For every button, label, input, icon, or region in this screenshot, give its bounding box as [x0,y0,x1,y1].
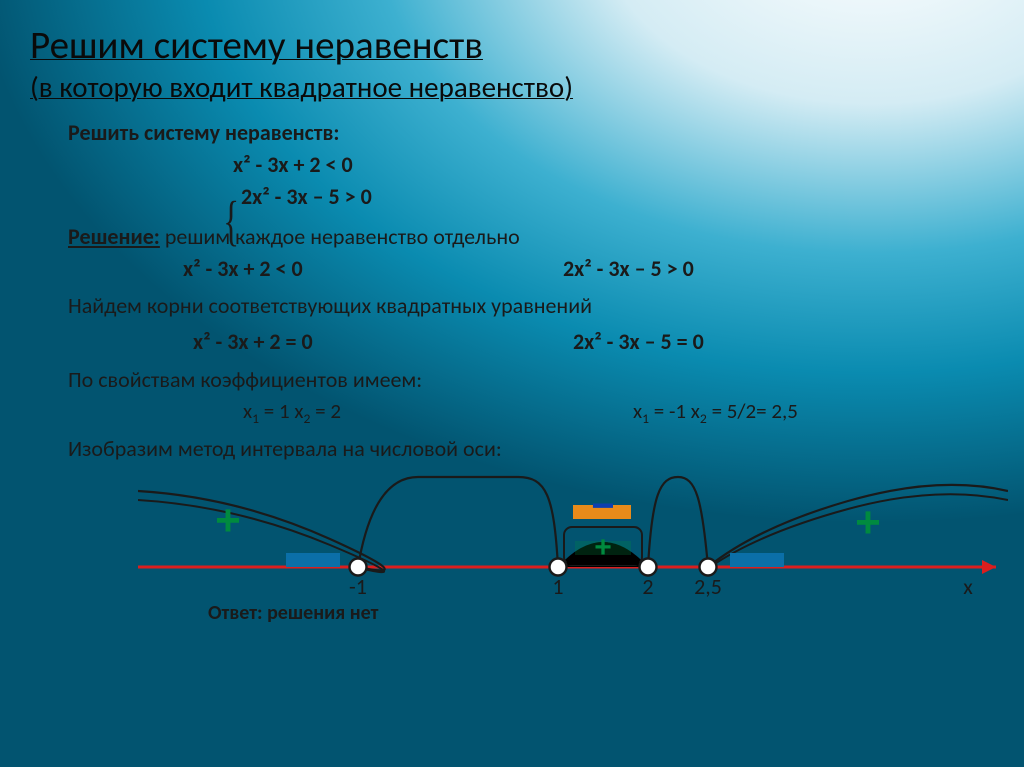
equation-1: х² - 3х + 2 = 0 [193,326,573,358]
svg-text:2,5: 2,5 [694,573,722,599]
inequality-2: 2х² - 3х – 5 > 0 [563,253,694,285]
solution-line: Решение: решим каждое неравенство отдель… [68,221,990,253]
roots-left: х1 = 1 х2 = 2 [243,396,633,429]
svg-text:х: х [963,573,973,599]
number-line-diagram: +−++-1122,5х [138,469,1008,599]
svg-text:+: + [855,498,881,547]
roots-right: х1 = -1 х2 = 5/2= 2,5 [633,396,798,429]
title-subtitle: (в которую входит квадратное неравенство… [30,69,573,105]
solution-text: решим каждое неравенство отдельно [160,223,520,250]
svg-text:+: + [594,531,612,564]
task-label: Решить систему неравенств: [68,117,990,149]
svg-text:1: 1 [552,573,563,599]
roots-row: х1 = 1 х2 = 2 х1 = -1 х2 = 5/2= 2,5 [68,396,990,429]
equations-row: х² - 3х + 2 = 0 2х² - 3х – 5 = 0 [68,326,990,358]
svg-text:2: 2 [642,573,653,599]
solution-label: Решение: [68,223,160,250]
answer: Ответ: решения нет [68,601,990,625]
system-eq-1: х² - 3х + 2 < 0 [68,149,990,181]
coefficient-text: По свойствам коэффициентов имеем: [68,364,990,396]
svg-text:+: + [215,496,241,545]
interval-text: Изобразим метод интервала на числовой ос… [68,433,990,465]
system-eq-2: 2х² - 3х – 5 > 0 [68,181,990,213]
slide-title: Решим систему неравенств (в которую вход… [30,22,990,105]
inequality-1: х² - 3х + 2 < 0 [183,253,563,285]
equation-2: 2х² - 3х – 5 = 0 [573,326,704,358]
inequalities-row: х² - 3х + 2 < 0 2х² - 3х – 5 > 0 [68,253,990,285]
svg-text:−: − [591,484,614,528]
svg-text:-1: -1 [349,573,367,599]
title-main: Решим систему неравенств [30,22,483,69]
system-brace: { [223,189,239,252]
find-roots-text: Найдем корни соответствующих квадратных … [68,290,990,322]
